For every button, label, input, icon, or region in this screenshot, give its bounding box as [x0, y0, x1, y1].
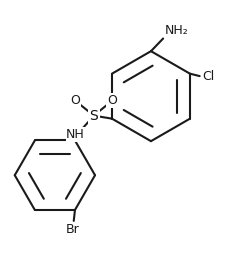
Text: O: O — [107, 94, 117, 107]
Text: O: O — [71, 94, 80, 107]
Text: NH: NH — [66, 128, 85, 141]
Text: Cl: Cl — [202, 70, 214, 83]
Text: Br: Br — [66, 223, 79, 236]
Text: NH₂: NH₂ — [164, 23, 188, 37]
Text: S: S — [89, 109, 98, 123]
